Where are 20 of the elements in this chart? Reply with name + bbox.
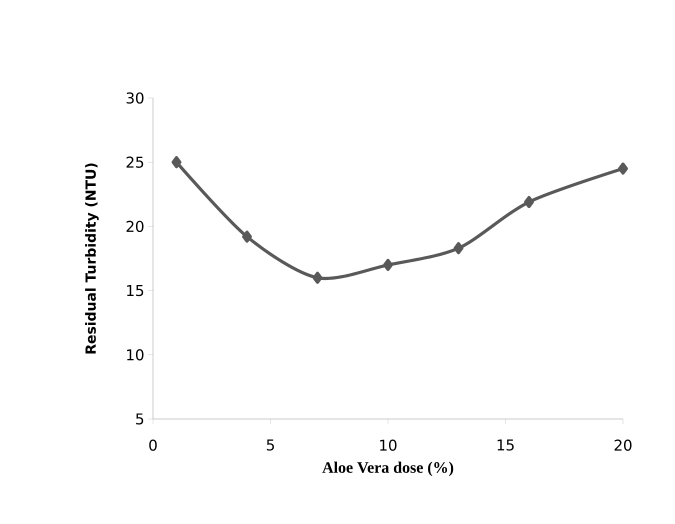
- y-tick-label: 15: [127, 285, 144, 296]
- point: [242, 230, 252, 243]
- x-tick-label: 10: [380, 440, 397, 451]
- point: [618, 162, 628, 175]
- y-tick-label: 20: [126, 220, 144, 232]
- y-tick-label: 30: [126, 92, 144, 104]
- point: [312, 272, 322, 284]
- x-tick-label: 0: [149, 440, 157, 451]
- y-axis-title: Residual Turbidity (NTU): [85, 163, 99, 354]
- x-tick-label: 5: [266, 440, 274, 451]
- x-tick-label: 15: [498, 440, 514, 451]
- point: [172, 156, 182, 168]
- y-tick-label: 10: [127, 349, 144, 360]
- point: [454, 242, 464, 254]
- x-axis-title: Aloe Vera dose (%): [322, 462, 454, 476]
- y-tick-label: 25: [126, 156, 144, 168]
- x-tick-label: 20: [614, 440, 632, 451]
- point: [383, 258, 393, 271]
- point: [524, 196, 534, 208]
- y-tick-label: 5: [136, 413, 144, 425]
